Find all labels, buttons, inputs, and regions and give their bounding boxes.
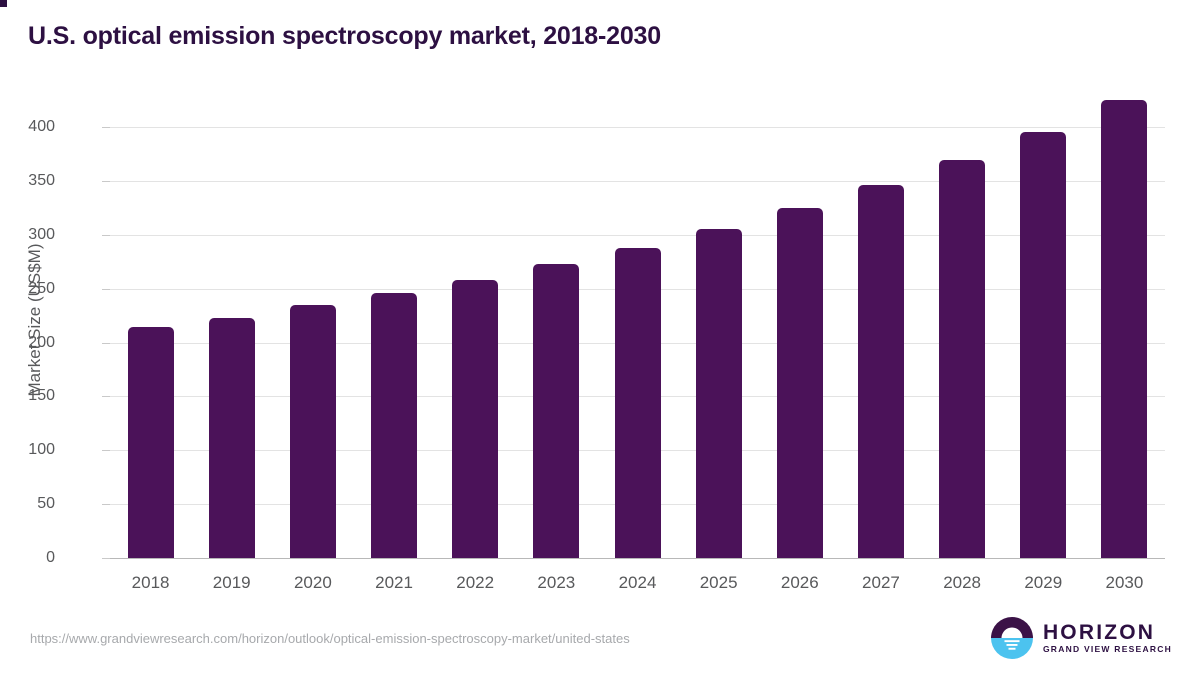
gridline [110, 558, 1165, 559]
bar-2026[interactable] [776, 208, 823, 558]
y-axis-tick-mark [102, 396, 110, 398]
bar-2029[interactable] [1020, 131, 1067, 558]
y-axis-tick-label: 300 [28, 225, 55, 243]
bar-2022[interactable] [452, 280, 499, 558]
plot-area: Market Size (US$M) 0 50 100 150 200 250 300 350… [0, 95, 1200, 595]
y-axis-tick-mark [102, 558, 110, 559]
x-axis-tick-label-2022: 2022 [456, 573, 495, 592]
logo-tagline: GRAND VIEW RESEARCH [1042, 643, 1172, 654]
logo-wordmark: HORIZON [1042, 620, 1156, 644]
bar-2019[interactable] [208, 317, 255, 558]
y-axis-tick-mark [102, 288, 110, 290]
y-axis-tick-label: 150 [28, 387, 55, 405]
y-axis-tick-label: 100 [28, 441, 55, 459]
horizon-sunset-icon [990, 617, 1033, 659]
x-axis-tick-label-2025: 2025 [699, 573, 738, 592]
logo-text: HORIZON GRAND VIEW RESEARCH [1042, 620, 1172, 654]
x-axis-tick-label-2024: 2024 [618, 573, 657, 592]
x-axis-tick-label-2028: 2028 [943, 573, 982, 592]
horizon-logo: HORIZON GRAND VIEW RESEARCH [990, 616, 1172, 660]
grid-area: 0 50 100 150 200 250 300 350 400 2018 2019 2020 202… [28, 95, 1165, 592]
bar-2030[interactable] [1101, 100, 1148, 558]
gridline [110, 127, 1165, 129]
y-axis-tick-label: 350 [28, 172, 55, 190]
x-axis-tick-label-2018: 2018 [131, 573, 170, 592]
x-axis-tick-label-2027: 2027 [862, 573, 900, 592]
y-axis-tick-mark [102, 504, 110, 506]
x-axis-tick-label-2023: 2023 [537, 573, 576, 592]
y-axis-tick-label: 0 [46, 549, 55, 566]
x-axis-tick-label-2021: 2021 [375, 573, 413, 592]
bar-2025[interactable] [695, 228, 742, 558]
source-url[interactable]: https://www.grandviewresearch.com/horizo… [30, 631, 630, 646]
y-axis-tick-mark [102, 342, 110, 344]
bar-2027[interactable] [857, 185, 904, 558]
y-axis-tick-label: 50 [37, 495, 55, 513]
y-axis-tick-mark [102, 181, 110, 183]
x-axis-tick-label-2019: 2019 [212, 573, 251, 592]
x-axis-tick-label-2020: 2020 [293, 573, 332, 592]
y-axis-tick-mark [102, 234, 110, 236]
bar-2018[interactable] [127, 326, 174, 558]
y-axis-tick-label: 200 [28, 333, 55, 351]
bar-2024[interactable] [614, 247, 661, 558]
y-axis-tick-mark [102, 127, 110, 129]
bar-2021[interactable] [371, 293, 418, 558]
corner-mark [0, 0, 7, 7]
y-axis-tick-label: 250 [28, 279, 55, 297]
y-axis-tick-mark [102, 450, 110, 452]
gridline [110, 234, 1165, 236]
gridline [110, 181, 1165, 183]
bar-2028[interactable] [939, 159, 986, 558]
bar-2023[interactable] [533, 264, 580, 558]
x-axis-tick-label-2026: 2026 [780, 573, 819, 592]
bar-2020[interactable] [289, 304, 336, 558]
y-axis-tick-label: 400 [28, 118, 55, 136]
page-title: U.S. optical emission spectroscopy marke… [28, 22, 661, 50]
x-axis-tick-label-2029: 2029 [1024, 573, 1063, 592]
x-axis-tick-label-2030: 2030 [1105, 573, 1144, 592]
bars-layer [110, 95, 1165, 558]
